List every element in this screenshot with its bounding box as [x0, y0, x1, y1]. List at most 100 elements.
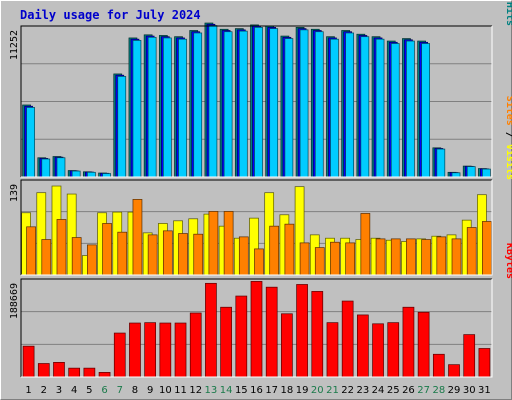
bar-kbytes-day-29 — [448, 364, 460, 378]
bar-kbytes-day-25 — [387, 322, 400, 378]
chart-title: Daily usage for July 2024 — [20, 8, 201, 22]
bar-kbytes-day-14 — [220, 306, 232, 378]
x-tick-label-day-17: 17 — [265, 385, 278, 396]
y-max-label-hits: 11252 — [9, 30, 20, 60]
bar-sites-day-8 — [132, 199, 143, 276]
legend-entry-kbytes: KBytes — [504, 243, 512, 279]
bar-sites-day-31 — [482, 221, 492, 276]
bar-kbytes-day-5 — [83, 367, 96, 378]
panel-visits: 139 Sites / Visits — [9, 96, 512, 276]
x-tick-label-day-18: 18 — [281, 385, 294, 396]
legend-separator: / — [504, 126, 512, 144]
bar-pages-day-13 — [208, 25, 218, 178]
bar-pages-day-16 — [254, 27, 263, 178]
bar-pages-day-9 — [147, 36, 157, 178]
bar-kbytes-day-17 — [265, 286, 278, 378]
bar-kbytes-day-24 — [372, 323, 384, 378]
bar-kbytes-day-30 — [463, 334, 476, 378]
panel-kbytes: 188669 KBytes — [9, 243, 512, 378]
bar-kbytes-day-6 — [98, 372, 111, 378]
bar-kbytes-day-8 — [129, 322, 141, 378]
x-tick-label-day-20: 20 — [311, 385, 324, 396]
bar-sites-day-9 — [147, 234, 158, 276]
bar-pages-day-26 — [406, 40, 415, 178]
bar-sites-day-19 — [299, 242, 310, 276]
bar-pages-day-4 — [71, 170, 81, 178]
legend-entry-hits: Hits — [504, 2, 512, 26]
x-tick-label-day-2: 2 — [41, 385, 47, 396]
x-tick-label-day-11: 11 — [174, 385, 187, 396]
bar-sites-day-12 — [193, 233, 204, 276]
bar-kbytes-day-1 — [22, 345, 35, 378]
bar-pages-day-22 — [345, 32, 355, 178]
bar-kbytes-day-4 — [68, 367, 81, 378]
x-tick-label-day-29: 29 — [448, 385, 461, 396]
bar-kbytes-day-26 — [402, 306, 415, 378]
panel-border-highlight — [21, 26, 493, 178]
bar-pages-day-1 — [26, 107, 35, 178]
bar-pages-day-5 — [87, 171, 96, 178]
panel-border-highlight — [21, 279, 493, 378]
bar-kbytes-day-23 — [357, 314, 369, 378]
x-tick-label-day-30: 30 — [463, 385, 476, 396]
x-tick-label-day-31: 31 — [478, 385, 491, 396]
x-tick-label-day-13: 13 — [205, 385, 218, 396]
x-tick-label-day-26: 26 — [402, 385, 415, 396]
bar-pages-day-21 — [330, 38, 339, 178]
bar-kbytes-day-15 — [235, 295, 248, 378]
x-tick-label-day-8: 8 — [132, 385, 138, 396]
bar-pages-day-19 — [299, 29, 309, 178]
x-tick-label-day-10: 10 — [159, 385, 172, 396]
panel-border-shadow — [20, 179, 492, 275]
bar-kbytes-day-11 — [174, 322, 187, 378]
bar-pages-day-28 — [436, 148, 446, 178]
x-tick-label-day-24: 24 — [372, 385, 385, 396]
bar-pages-day-17 — [269, 28, 279, 178]
bar-sites-day-29 — [451, 238, 462, 276]
bar-pages-day-3 — [56, 157, 66, 178]
bar-sites-day-22 — [345, 242, 356, 276]
bar-kbytes-day-12 — [189, 312, 202, 378]
bar-sites-day-28 — [436, 236, 447, 276]
bar-pages-day-12 — [193, 32, 203, 178]
bar-sites-day-30 — [466, 227, 477, 276]
x-tick-label-day-6: 6 — [101, 385, 107, 396]
bar-kbytes-day-19 — [296, 284, 308, 378]
x-tick-label-day-15: 15 — [235, 385, 248, 396]
bar-sites-day-13 — [208, 211, 219, 276]
bar-sites-day-21 — [330, 241, 340, 276]
x-tick-label-day-9: 9 — [147, 385, 153, 396]
bar-sites-day-14 — [223, 211, 234, 276]
bar-pages-day-24 — [375, 38, 385, 178]
bar-sites-day-25 — [390, 238, 401, 276]
bar-sites-day-18 — [284, 223, 295, 276]
x-tick-label-day-7: 7 — [117, 385, 123, 396]
x-tick-label-day-23: 23 — [356, 385, 369, 396]
bar-pages-day-15 — [238, 30, 248, 178]
bar-pages-day-27 — [421, 43, 430, 178]
panel-hits: 11252 Pages / Files / Hits — [9, 0, 512, 178]
bar-sites-day-23 — [360, 213, 371, 276]
bar-sites-day-5 — [87, 244, 97, 276]
x-tick-label-day-12: 12 — [189, 385, 202, 396]
bar-kbytes-day-3 — [53, 361, 65, 378]
bar-kbytes-day-27 — [417, 311, 430, 378]
x-tick-label-day-19: 19 — [296, 385, 309, 396]
bar-pages-day-11 — [178, 38, 187, 178]
bar-kbytes-day-18 — [281, 313, 293, 378]
bar-kbytes-day-10 — [159, 322, 172, 378]
bar-pages-day-6 — [102, 173, 111, 178]
bar-sites-day-10 — [162, 230, 173, 276]
x-tick-label-day-16: 16 — [250, 385, 263, 396]
y-max-label-kbytes: 188669 — [9, 283, 20, 319]
bar-pages-day-31 — [482, 168, 491, 178]
x-tick-label-day-1: 1 — [25, 385, 31, 396]
x-tick-label-day-22: 22 — [341, 385, 354, 396]
bar-sites-day-24 — [375, 238, 386, 276]
bar-pages-day-8 — [132, 40, 142, 178]
bar-kbytes-day-21 — [326, 322, 339, 378]
bar-kbytes-day-16 — [250, 281, 263, 378]
